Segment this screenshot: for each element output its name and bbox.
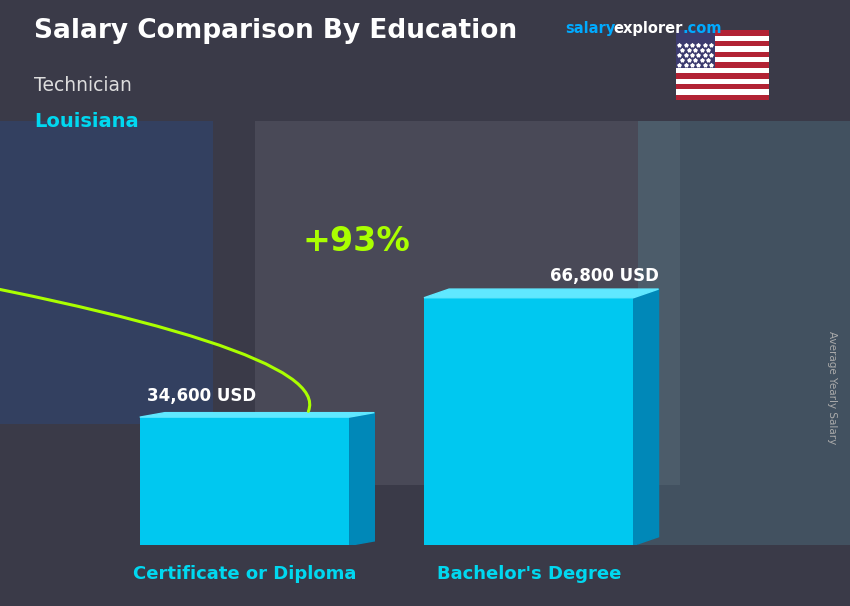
- Bar: [676, 89, 769, 95]
- Bar: [255, 121, 680, 485]
- Bar: [676, 30, 715, 68]
- Text: Average Yearly Salary: Average Yearly Salary: [827, 331, 837, 444]
- Bar: [676, 73, 769, 79]
- Bar: [676, 84, 769, 89]
- Text: .com: .com: [683, 21, 722, 36]
- Text: salary: salary: [565, 21, 615, 36]
- Text: explorer: explorer: [614, 21, 683, 36]
- Text: +93%: +93%: [303, 225, 411, 258]
- Polygon shape: [349, 413, 374, 545]
- Bar: [638, 121, 850, 545]
- Bar: [676, 79, 769, 84]
- Polygon shape: [424, 289, 659, 298]
- Polygon shape: [139, 413, 374, 417]
- Bar: [676, 30, 769, 36]
- Bar: [424, 298, 633, 545]
- Text: 66,800 USD: 66,800 USD: [550, 267, 659, 285]
- Bar: [676, 47, 769, 52]
- Bar: [676, 41, 769, 47]
- Text: 34,600 USD: 34,600 USD: [147, 387, 257, 405]
- Bar: [676, 52, 769, 57]
- Text: Louisiana: Louisiana: [34, 112, 139, 131]
- Bar: [676, 68, 769, 73]
- Bar: [139, 417, 349, 545]
- Polygon shape: [633, 289, 659, 545]
- Text: Salary Comparison By Education: Salary Comparison By Education: [34, 18, 517, 44]
- Bar: [0, 121, 212, 424]
- Bar: [676, 95, 769, 100]
- Bar: [676, 57, 769, 62]
- Text: Technician: Technician: [34, 76, 132, 95]
- Bar: [676, 62, 769, 68]
- Bar: [676, 36, 769, 41]
